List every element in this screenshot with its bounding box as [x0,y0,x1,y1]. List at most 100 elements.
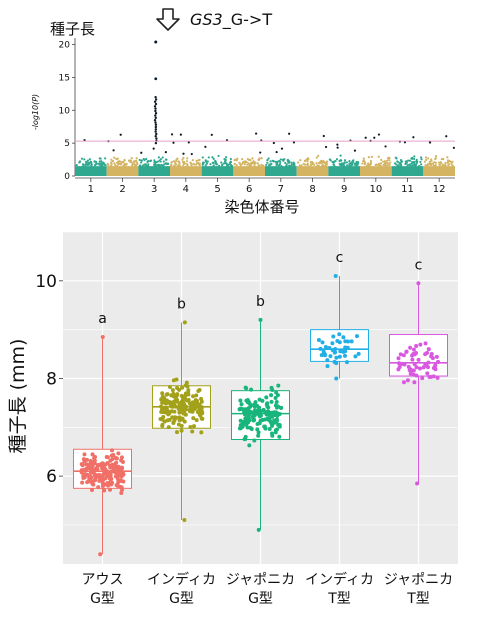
manhattan-point [86,159,90,162]
data-point [85,457,90,462]
data-point [84,466,89,471]
manhattan-point [292,141,296,144]
manhattan-point [251,157,254,160]
manhattan-point [370,155,373,158]
box-group: b [152,296,211,523]
data-point [411,347,416,352]
data-point [275,411,280,416]
peak-point [154,98,158,101]
manhattan-point [362,159,365,163]
data-point [272,410,277,415]
manhattan-point [266,161,269,164]
data-point [274,418,279,423]
manhattan-point [393,162,397,165]
manhattan-point [428,162,431,165]
manhattan-point [290,163,294,166]
data-point [120,466,125,471]
manhattan-point [433,161,436,164]
manhattan-point [298,164,301,167]
data-point [327,346,332,351]
manhattan-point [336,143,339,146]
data-point [325,358,330,363]
manhattan-point [246,157,249,161]
data-point [269,412,274,417]
manhattan-point [389,161,392,164]
data-point [159,404,164,409]
manhattan-point [381,160,385,163]
manhattan-point [251,161,254,164]
manhattan-point [256,162,259,165]
manhattan-point [81,163,85,166]
manhattan-point [444,161,447,165]
data-point [102,488,107,493]
data-point [184,380,189,385]
manhattan-point [338,159,341,163]
data-point [185,384,190,389]
data-point [404,349,409,354]
manhattan-point [369,161,373,165]
manhattan-point [212,161,215,164]
peak-point [154,121,157,124]
manhattan-point [311,161,314,164]
manhattan-point [249,164,253,167]
manhattan-point [123,159,126,162]
data-point [119,490,124,495]
data-point [97,478,102,483]
manhattan-point [278,159,281,163]
manhattan-point [135,161,139,164]
manhattan-point [328,158,331,161]
data-point [167,411,172,416]
box-group: b [231,294,290,532]
manhattan-point [172,160,176,163]
chromosome-label: 3 [151,184,157,195]
manhattan-point [143,163,146,166]
manhattan-point [129,159,132,162]
manhattan-point [333,164,336,167]
data-point [100,334,105,339]
data-point [192,424,197,429]
manhattan-point [221,163,224,166]
data-point [343,353,348,358]
manhattan-y-tick-label: 10 [59,106,71,116]
manhattan-point [187,141,190,144]
manhattan-point [385,161,388,164]
data-point [433,363,438,368]
manhattan-point [214,160,217,163]
data-point [115,476,120,481]
manhattan-point [116,161,119,164]
data-point [436,359,441,364]
manhattan-point [230,164,233,167]
data-point [182,320,187,325]
data-point [249,403,254,408]
manhattan-point [396,160,399,163]
data-point [257,408,262,413]
data-point [243,434,248,439]
data-point [346,339,351,344]
box-plot: 6 8 10 種子長 (mm) a b b c c アウス G型 インディカ G型 ジャポニカ G型 イ… [7,231,458,607]
category-label-line2: G型 [90,591,115,607]
manhattan-point [140,151,143,154]
significance-letter: a [98,311,107,327]
manhattan-point [176,164,180,168]
data-point [119,455,124,460]
manhattan-point [375,163,378,166]
manhattan-point [140,159,143,162]
manhattan-point [98,157,101,160]
manhattan-point [345,161,348,164]
manhattan-point [158,159,161,162]
data-point [323,344,328,349]
manhattan-point [415,162,418,165]
data-point [399,361,404,366]
manhattan-point [280,164,283,168]
chromosome-label: 1 [88,184,94,195]
category-label-line2: T型 [327,591,351,607]
manhattan-point [201,156,204,159]
data-point [414,343,419,348]
data-point [110,480,115,485]
data-point [101,465,106,470]
manhattan-point [255,132,258,135]
data-point [420,376,425,381]
manhattan-point [97,162,101,165]
manhattan-point [322,164,325,167]
